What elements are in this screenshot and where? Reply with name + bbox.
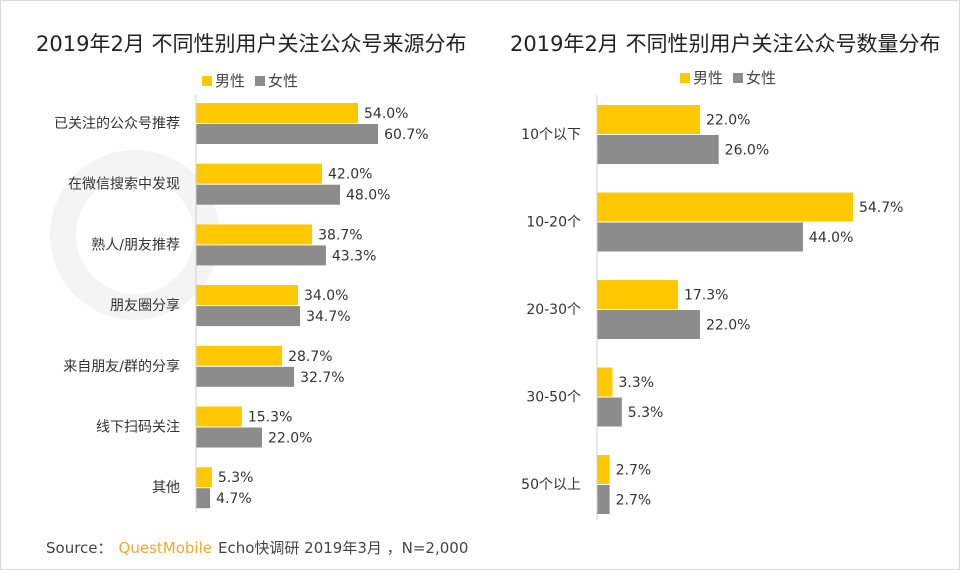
category-label: 朋友圈分享 (110, 297, 180, 314)
legend-item-male: 男性 (202, 70, 245, 91)
bar-male (597, 105, 700, 134)
data-label: 48.0% (346, 188, 390, 204)
bar-male (597, 367, 613, 397)
data-label: 2.7% (616, 493, 652, 509)
data-label: 34.0% (304, 288, 348, 304)
data-label: 5.3% (628, 405, 664, 421)
data-label: 43.3% (332, 248, 376, 264)
bar-male (196, 103, 358, 123)
data-label: 17.3% (684, 288, 728, 304)
category-label: 线下扫码关注 (96, 420, 180, 436)
bar-female (196, 245, 326, 266)
category-label: 30-50个 (526, 390, 581, 406)
data-label: 32.7% (300, 370, 344, 386)
legend-swatch-male (680, 72, 690, 83)
bar-female (597, 135, 719, 164)
data-label: 38.7% (318, 227, 362, 243)
legend-right: 男性 女性 (680, 67, 776, 88)
data-label: 22.0% (706, 318, 750, 334)
bar-male (196, 163, 322, 184)
legend-left: 男性 女性 (202, 70, 298, 91)
bar-male (597, 280, 678, 309)
data-label: 54.0% (364, 106, 408, 122)
bar-female (196, 427, 262, 448)
bar-male (196, 285, 298, 306)
data-label: 44.0% (809, 230, 853, 246)
source-brand: QuestMobile (118, 539, 212, 557)
data-label: 22.0% (706, 113, 750, 129)
data-label: 2.7% (616, 463, 652, 479)
bar-female (196, 124, 379, 144)
source-text: Echo快调研 2019年3月 ，N=2,000 (217, 539, 469, 557)
legend-label: 男性 (215, 72, 246, 90)
bar-female (196, 366, 295, 387)
bar-female (597, 310, 700, 339)
bar-female (196, 488, 211, 509)
chart-title-left: 2019年2月 不同性别用户关注公众号来源分布 (36, 32, 467, 56)
data-label: 26.0% (725, 143, 769, 159)
legend-item-male: 男性 (680, 67, 723, 88)
chart-title-right: 2019年2月 不同性别用户关注公众号数量分布 (510, 32, 941, 56)
bar-female (597, 222, 803, 252)
legend-swatch-female (255, 75, 266, 86)
bar-male (196, 345, 283, 366)
data-label: 15.3% (248, 410, 292, 426)
bar-male (196, 467, 212, 488)
data-label: 5.3% (218, 470, 254, 486)
legend-swatch-female (733, 72, 744, 83)
bar-male (597, 192, 853, 222)
bar-male (597, 455, 610, 484)
category-label: 20-30个 (526, 302, 581, 318)
source-note: Source： QuestMobile Echo快调研 2019年3月 ，N=2,0… (46, 537, 468, 558)
legend-item-female: 女性 (255, 70, 298, 91)
data-label: 4.7% (216, 491, 252, 507)
data-label: 42.0% (328, 167, 372, 183)
data-label: 22.0% (268, 431, 312, 447)
data-label: 28.7% (288, 349, 332, 365)
category-label: 10-20个 (526, 215, 581, 231)
bar-female (597, 485, 610, 514)
category-label: 10个以下 (521, 127, 581, 143)
bar-female (196, 184, 340, 205)
legend-item-female: 女性 (733, 67, 776, 88)
data-label: 3.3% (618, 375, 654, 391)
category-label: 已关注的公众号推荐 (54, 116, 180, 132)
bar-male (196, 406, 242, 427)
legend-label: 男性 (693, 69, 724, 87)
category-label: 其他 (152, 480, 180, 496)
source-label: Source： (46, 539, 113, 557)
bar-male (196, 224, 313, 245)
data-label: 54.7% (859, 200, 903, 216)
category-label: 熟人/朋友推荐 (91, 237, 180, 253)
bar-female (597, 397, 622, 427)
data-label: 34.7% (306, 309, 350, 325)
category-label: 50个以上 (521, 477, 581, 493)
legend-swatch-male (202, 75, 212, 86)
data-label: 60.7% (384, 127, 428, 143)
category-label: 在微信搜索中发现 (68, 176, 180, 193)
legend-label: 女性 (268, 72, 299, 90)
bar-female (196, 306, 301, 327)
legend-label: 女性 (746, 69, 777, 87)
category-label: 来自朋友/群的分享 (63, 358, 180, 375)
